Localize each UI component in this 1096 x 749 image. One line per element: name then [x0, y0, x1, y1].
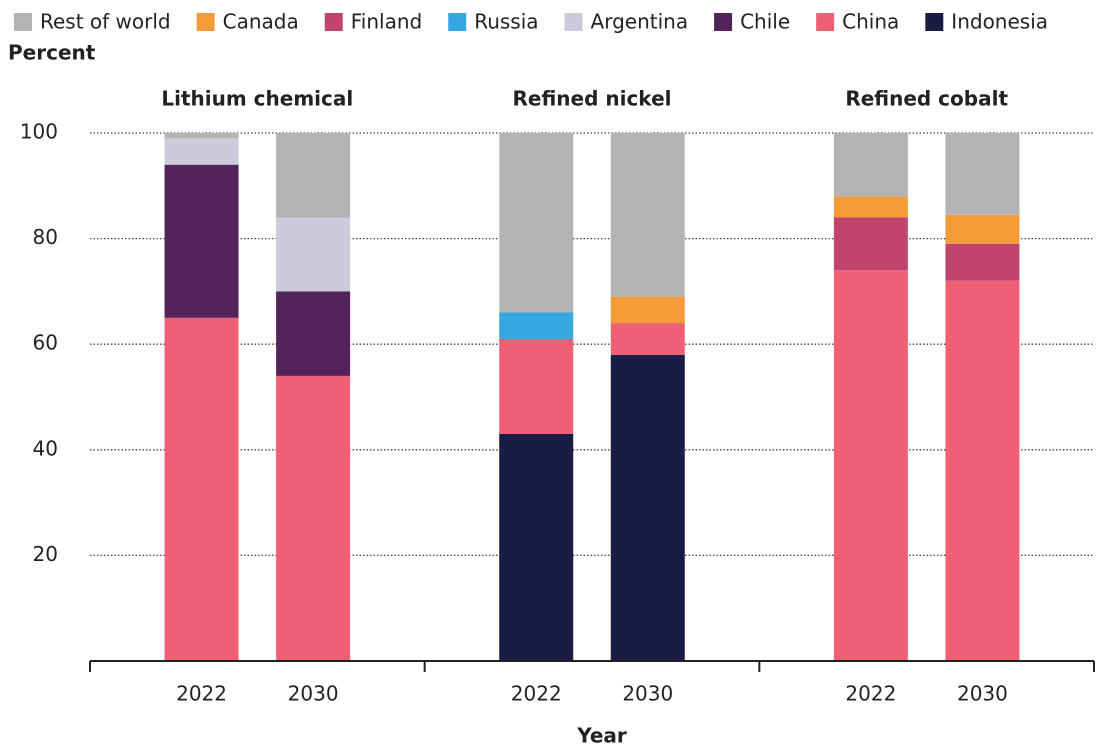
bar-segment [833, 196, 908, 218]
bar-segment [164, 138, 239, 165]
legend-swatch [564, 13, 583, 31]
bar-segment [833, 133, 908, 197]
bar-segment [276, 291, 351, 376]
bar-segment [499, 433, 574, 661]
bar-segment [945, 214, 1020, 244]
y-tick-label: 60 [33, 331, 58, 355]
legend-swatch [714, 13, 733, 31]
bar-segment [833, 217, 908, 271]
bar-segment [276, 217, 351, 292]
bar-segment [610, 296, 685, 324]
bar-segment [945, 243, 1020, 281]
y-tick-label: 20 [33, 542, 58, 566]
bar-segment [499, 338, 574, 434]
y-tick-label: 100 [20, 120, 58, 144]
bar-segment [610, 354, 685, 661]
legend-label: Indonesia [951, 10, 1048, 34]
legend-swatch [14, 13, 32, 31]
bar-segment [499, 312, 574, 339]
panel-title: Refined nickel [512, 87, 671, 111]
x-tick-label: 2030 [622, 682, 673, 706]
legend-swatch [448, 13, 467, 31]
x-axis-title: Year [576, 724, 627, 748]
bar-segment [499, 133, 574, 313]
legend-swatch [925, 13, 944, 31]
x-tick-label: 2022 [176, 682, 227, 706]
y-tick-label: 80 [33, 225, 58, 249]
y-axis-title: Percent [8, 41, 96, 65]
legend-label: China [842, 10, 899, 34]
legend-label: Rest of world [40, 10, 171, 34]
legend-swatch [196, 13, 215, 31]
bar-segment [945, 280, 1020, 661]
bar-segment [164, 317, 239, 661]
legend-label: Russia [474, 10, 538, 34]
bar-segment [164, 164, 239, 318]
y-tick-label: 40 [33, 436, 58, 460]
legend-label: Finland [351, 10, 422, 34]
x-tick-label: 2030 [288, 682, 339, 706]
bar-segment [945, 133, 1020, 215]
bar-segment [610, 133, 685, 297]
bar-segment [164, 133, 239, 139]
x-tick-label: 2022 [845, 682, 896, 706]
panel-title: Refined cobalt [845, 87, 1008, 111]
x-tick-label: 2022 [511, 682, 562, 706]
legend-swatch [324, 13, 343, 31]
panel-title: Lithium chemical [161, 87, 353, 111]
legend-label: Chile [740, 10, 790, 34]
bar-segment [276, 375, 351, 661]
bar-segment [276, 133, 351, 218]
bar-segment [833, 270, 908, 661]
legend-swatch [816, 13, 835, 31]
legend-label: Canada [223, 10, 299, 34]
legend-label: Argentina [591, 10, 689, 34]
bar-segment [610, 323, 685, 355]
x-tick-label: 2030 [957, 682, 1008, 706]
